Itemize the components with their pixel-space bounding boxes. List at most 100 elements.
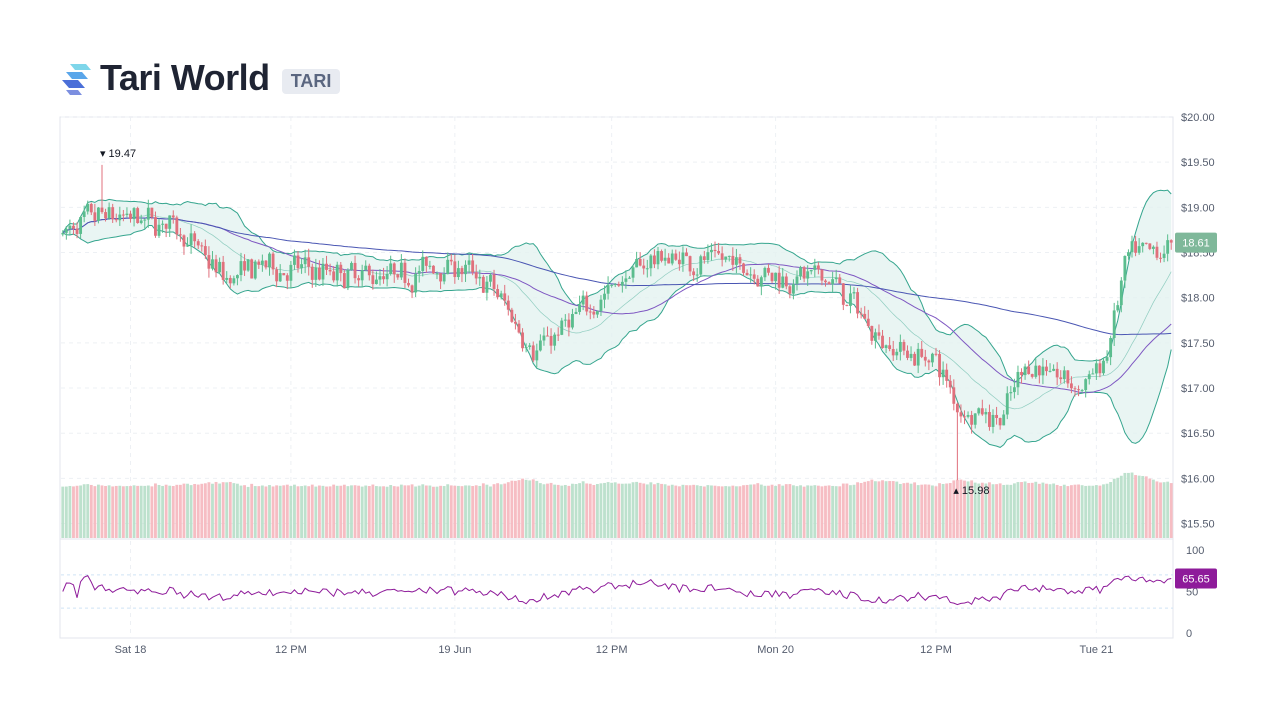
candle (731, 247, 735, 271)
candle (699, 254, 703, 278)
candle-body (631, 267, 635, 278)
candle-body (692, 271, 696, 276)
candle-body (432, 265, 435, 274)
candle (154, 211, 157, 238)
candle (610, 284, 614, 288)
candle-body (1112, 310, 1116, 339)
volume-bar (624, 483, 628, 538)
candle (941, 361, 945, 385)
candle (243, 254, 246, 276)
volume-bar (713, 485, 717, 538)
volume-bar (606, 482, 610, 538)
candle-body (1151, 246, 1155, 249)
candle (656, 247, 660, 270)
candle (64, 225, 68, 240)
candle-body (1080, 390, 1084, 392)
volume-bar (1123, 472, 1127, 538)
price-tick-label: $15.50 (1181, 519, 1215, 531)
candle (592, 306, 596, 319)
volume-bar (906, 482, 909, 538)
candle-body (799, 267, 802, 277)
candle-body (1069, 383, 1073, 389)
candle (317, 260, 321, 281)
candle-body (645, 268, 649, 270)
candle (446, 252, 450, 275)
candle (1073, 386, 1077, 397)
candle-body (164, 223, 168, 229)
volume-bar (571, 483, 574, 538)
candle-body (927, 360, 931, 363)
volume-bar (777, 484, 781, 538)
candle-body (809, 269, 813, 272)
candle-body (710, 249, 713, 253)
candle (820, 269, 824, 286)
candle-body (955, 403, 959, 413)
candle (1130, 235, 1134, 258)
volume-bar (927, 484, 931, 538)
candle-body (695, 274, 699, 276)
candle-body (1091, 373, 1095, 375)
rsi-line (62, 574, 1172, 606)
volume-bar (738, 486, 742, 538)
candle (61, 230, 65, 237)
candle-body (196, 241, 200, 246)
candle-body (770, 272, 774, 282)
chart-header: Tari World TARI (60, 56, 341, 100)
candle (642, 258, 646, 275)
volume-bar (150, 486, 154, 538)
candle (417, 265, 421, 283)
candle-body (991, 414, 995, 427)
candle (513, 313, 517, 330)
candle-body (1041, 366, 1045, 376)
candle-body (1119, 280, 1123, 306)
candle-body (806, 271, 810, 279)
volume-bar (104, 485, 107, 538)
candle-body (781, 276, 785, 288)
volume-bar (1162, 482, 1166, 538)
candle (1037, 365, 1041, 384)
candle-body (1045, 366, 1048, 372)
candle (859, 307, 863, 319)
candle (260, 254, 264, 272)
volume-bar (125, 486, 129, 538)
candle (1127, 249, 1130, 260)
candle-body (464, 264, 467, 275)
candle (873, 328, 877, 349)
candle-body (193, 233, 197, 242)
candle-body (453, 261, 457, 278)
volume-bar (585, 483, 589, 538)
candle (111, 203, 115, 223)
candle-body (720, 253, 724, 260)
volume-bar (998, 483, 1002, 538)
volume-bar (795, 486, 799, 538)
volume-bar (1073, 484, 1077, 538)
volume-bar (863, 481, 867, 538)
volume-bar (688, 485, 692, 538)
candle (542, 327, 546, 346)
volume-bar (467, 485, 471, 538)
candle-body (998, 418, 1002, 426)
volume-bar (481, 483, 485, 538)
volume-bar (350, 485, 353, 538)
candle (1066, 370, 1070, 388)
candle (898, 334, 902, 361)
candle (282, 273, 286, 276)
candle-body (938, 353, 941, 378)
candle-body (677, 259, 681, 265)
candle (82, 205, 86, 223)
candle-body (289, 264, 293, 281)
candle (638, 252, 642, 267)
volume-bar (820, 486, 824, 538)
candle (382, 267, 385, 284)
candle-body (877, 332, 881, 336)
volume-bar (749, 484, 753, 538)
candle (118, 206, 122, 226)
volume-bar (791, 485, 795, 538)
candle (264, 260, 268, 270)
candle (745, 269, 749, 276)
candle-body (916, 348, 920, 366)
candle-body (945, 369, 949, 381)
candle (403, 258, 407, 289)
candle-body (1109, 338, 1113, 358)
